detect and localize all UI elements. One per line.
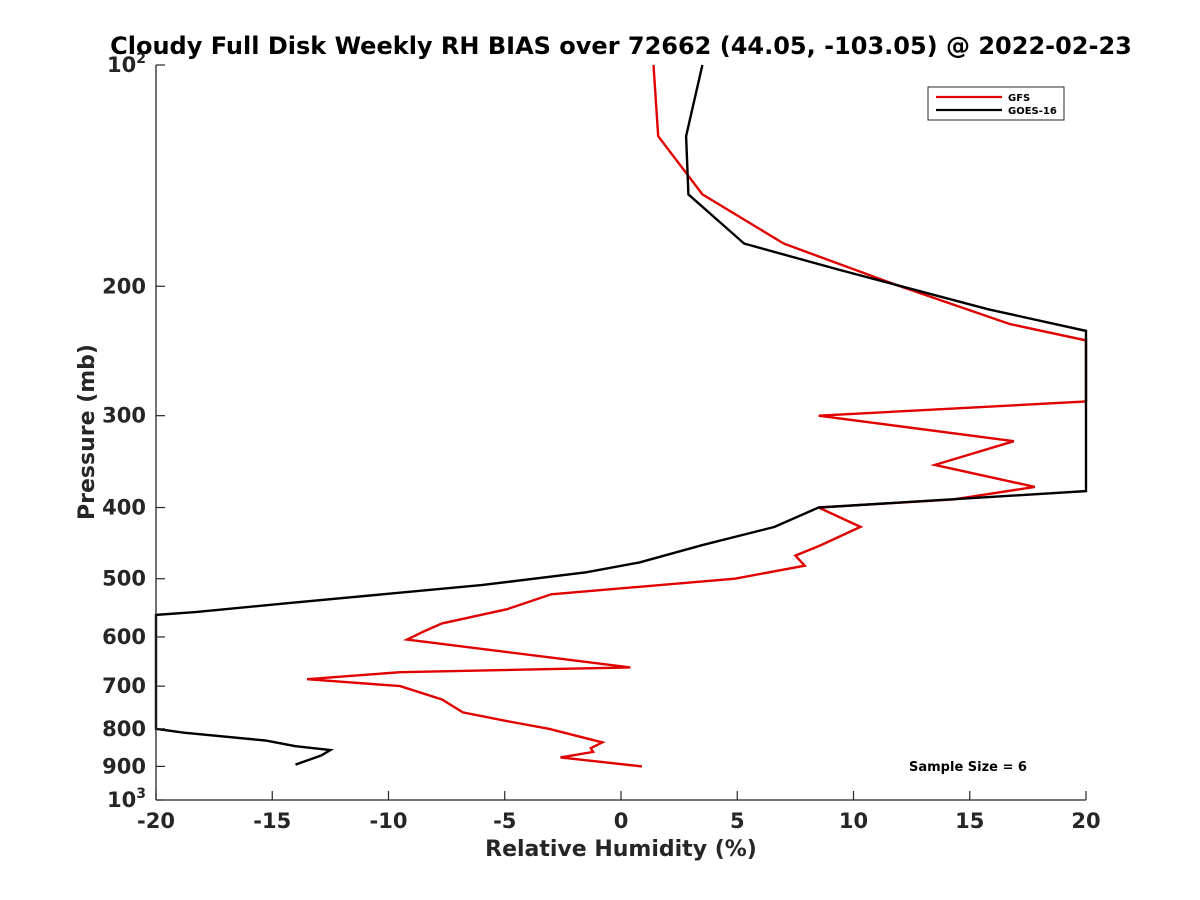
x-tick-label: -10 bbox=[370, 809, 408, 833]
y-axis-label: Pressure (mb) bbox=[75, 344, 100, 520]
y-tick-label: 500 bbox=[102, 567, 146, 591]
y-tick-label: 200 bbox=[102, 274, 146, 298]
y-tick-label: 400 bbox=[102, 496, 146, 520]
x-ticks: -20 -15 -10 -5 0 5 10 15 20 bbox=[137, 791, 1101, 833]
legend-goes16-label: GOES-16 bbox=[1008, 106, 1057, 117]
legend-box bbox=[927, 86, 1065, 121]
series-line-goes-16 bbox=[154, 64, 1088, 766]
legend: GFS GOES-16 bbox=[927, 86, 1065, 121]
legend-gfs-label: GFS bbox=[1008, 93, 1030, 104]
sample-size-annotation: Sample Size = 6 bbox=[909, 760, 1027, 775]
y-tick-label: 103 bbox=[107, 786, 146, 812]
x-tick-label: 5 bbox=[730, 809, 745, 833]
x-tick-label: 15 bbox=[955, 809, 984, 833]
series-layer bbox=[154, 64, 1088, 768]
x-tick-label: -20 bbox=[137, 809, 175, 833]
x-tick-label: 0 bbox=[614, 809, 629, 833]
x-tick-label: 20 bbox=[1071, 809, 1100, 833]
x-tick-label: -5 bbox=[493, 809, 516, 833]
y-ticks: 102 200 300 400 500 600 700 800 900 103 bbox=[102, 51, 165, 812]
chart-title: Cloudy Full Disk Weekly RH BIAS over 726… bbox=[110, 32, 1132, 60]
y-tick-label: 700 bbox=[102, 674, 146, 698]
y-tick-label: 800 bbox=[102, 717, 146, 741]
x-tick-label: -15 bbox=[253, 809, 291, 833]
y-tick-label: 102 bbox=[107, 51, 146, 77]
x-axis-label: Relative Humidity (%) bbox=[485, 837, 757, 862]
x-tick-label: 10 bbox=[839, 809, 868, 833]
y-tick-label: 300 bbox=[102, 404, 146, 428]
y-tick-label: 600 bbox=[102, 625, 146, 649]
y-tick-label: 900 bbox=[102, 754, 146, 778]
